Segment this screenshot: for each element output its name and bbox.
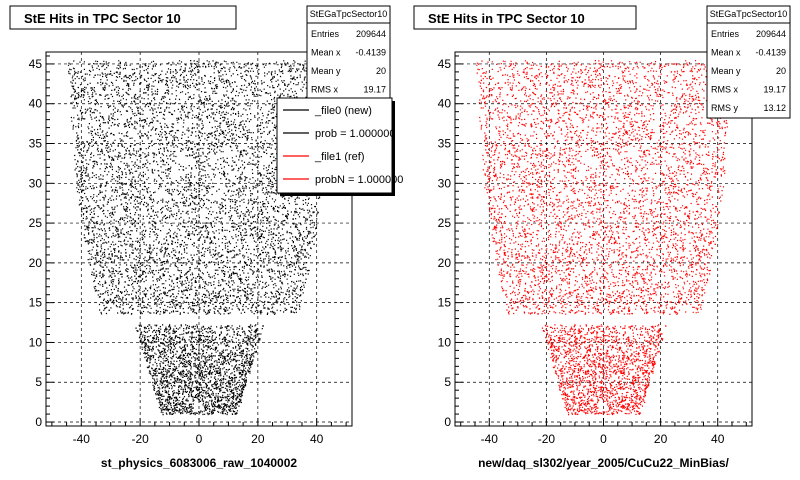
y-tick-label: 20 — [438, 256, 452, 270]
legend-label: _file1 (ref) — [314, 151, 365, 163]
stats-label: RMS x — [711, 85, 739, 95]
chart-title: StE Hits in TPC Sector 10 — [428, 11, 585, 26]
x-tick-label: 0 — [196, 432, 203, 446]
x-tick-label: -40 — [481, 432, 499, 446]
stats-value: -0.4139 — [355, 48, 386, 58]
y-tick-label: 10 — [29, 335, 43, 349]
y-tick-label: 25 — [29, 216, 43, 230]
y-tick-label: 45 — [438, 57, 452, 71]
title-box — [413, 5, 637, 30]
stats-name: StEGaTpcSector10 — [710, 9, 788, 19]
legend-label: prob = 1.000000 — [315, 128, 395, 140]
stats-value: 19.17 — [763, 85, 786, 95]
y-tick-label: 15 — [438, 296, 452, 310]
stats-label: RMS y — [711, 103, 739, 113]
legend-box — [276, 97, 393, 194]
stats-label: RMS x — [311, 85, 339, 95]
y-tick-label: 35 — [438, 137, 452, 151]
chart-panel-2: StE Hits in TPC Sector 10 -40 -20 0 20 40 0 5 10… — [413, 5, 791, 470]
stats-value: 20 — [776, 66, 786, 76]
y-tick-label: 5 — [444, 375, 451, 389]
y-tick-label: 40 — [29, 97, 43, 111]
data-points — [476, 60, 732, 416]
x-axis-label: st_physics_6083006_raw_1040002 — [101, 456, 297, 470]
stats-value: 209644 — [756, 29, 786, 39]
stats-box — [706, 5, 791, 119]
y-tick-label: 35 — [29, 137, 43, 151]
data-points — [67, 60, 332, 416]
stats-label: Entries — [311, 29, 340, 39]
chart-title: StE Hits in TPC Sector 10 — [24, 11, 181, 26]
stats-value: 13.12 — [763, 103, 786, 113]
chart-panel-1: StE Hits in TPC Sector 10 -40 -20 0 20 40 0 5 10… — [9, 5, 403, 470]
title-box — [9, 5, 237, 30]
legend-label: probN = 1.000000 — [315, 174, 403, 186]
y-tick-label: 0 — [35, 415, 42, 429]
y-tick-label: 10 — [438, 335, 452, 349]
y-tick-label: 25 — [438, 216, 452, 230]
x-tick-label: -20 — [131, 432, 149, 446]
legend-label: _file0 (new) — [314, 105, 372, 117]
x-tick-label: -40 — [73, 432, 91, 446]
stats-value: 19.17 — [363, 85, 386, 95]
stats-value: 20 — [376, 66, 386, 76]
stats-label: Entries — [711, 29, 740, 39]
x-tick-label: 40 — [310, 432, 324, 446]
x-tick-label: 40 — [711, 432, 725, 446]
x-axis-label: new/daq_sl302/year_2005/CuCu22_MinBias/ — [478, 456, 729, 470]
stats-label: Mean x — [311, 48, 341, 58]
stats-value: -0.4139 — [755, 48, 786, 58]
stats-value: 209644 — [356, 29, 386, 39]
y-tick-label: 20 — [29, 256, 43, 270]
y-tick-label: 40 — [438, 97, 452, 111]
stats-label: Mean x — [711, 48, 741, 58]
y-tick-label: 5 — [35, 375, 42, 389]
stats-box — [306, 5, 391, 101]
y-tick-label: 0 — [444, 415, 451, 429]
x-tick-label: 0 — [600, 432, 607, 446]
x-tick-label: 20 — [251, 432, 265, 446]
stats-name: StEGaTpcSector10 — [310, 9, 388, 19]
stats-label: Mean y — [711, 66, 741, 76]
y-tick-label: 45 — [29, 57, 43, 71]
stats-label: Mean y — [311, 66, 341, 76]
y-tick-label: 30 — [438, 176, 452, 190]
x-tick-label: 20 — [654, 432, 668, 446]
y-tick-label: 30 — [29, 176, 43, 190]
y-tick-label: 15 — [29, 296, 43, 310]
x-tick-label: -20 — [538, 432, 556, 446]
